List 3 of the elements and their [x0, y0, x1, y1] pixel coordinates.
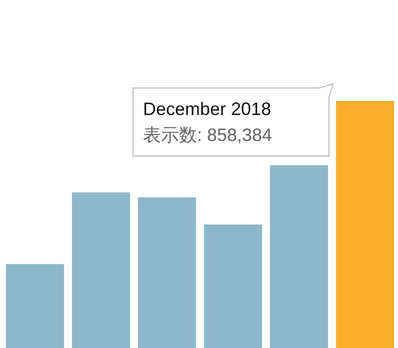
tooltip: December 2018 表示数: 858,384 — [132, 83, 334, 156]
annotation: 表示数: 858,384 — [143, 125, 272, 145]
annotation: December 2018 — [143, 99, 272, 119]
